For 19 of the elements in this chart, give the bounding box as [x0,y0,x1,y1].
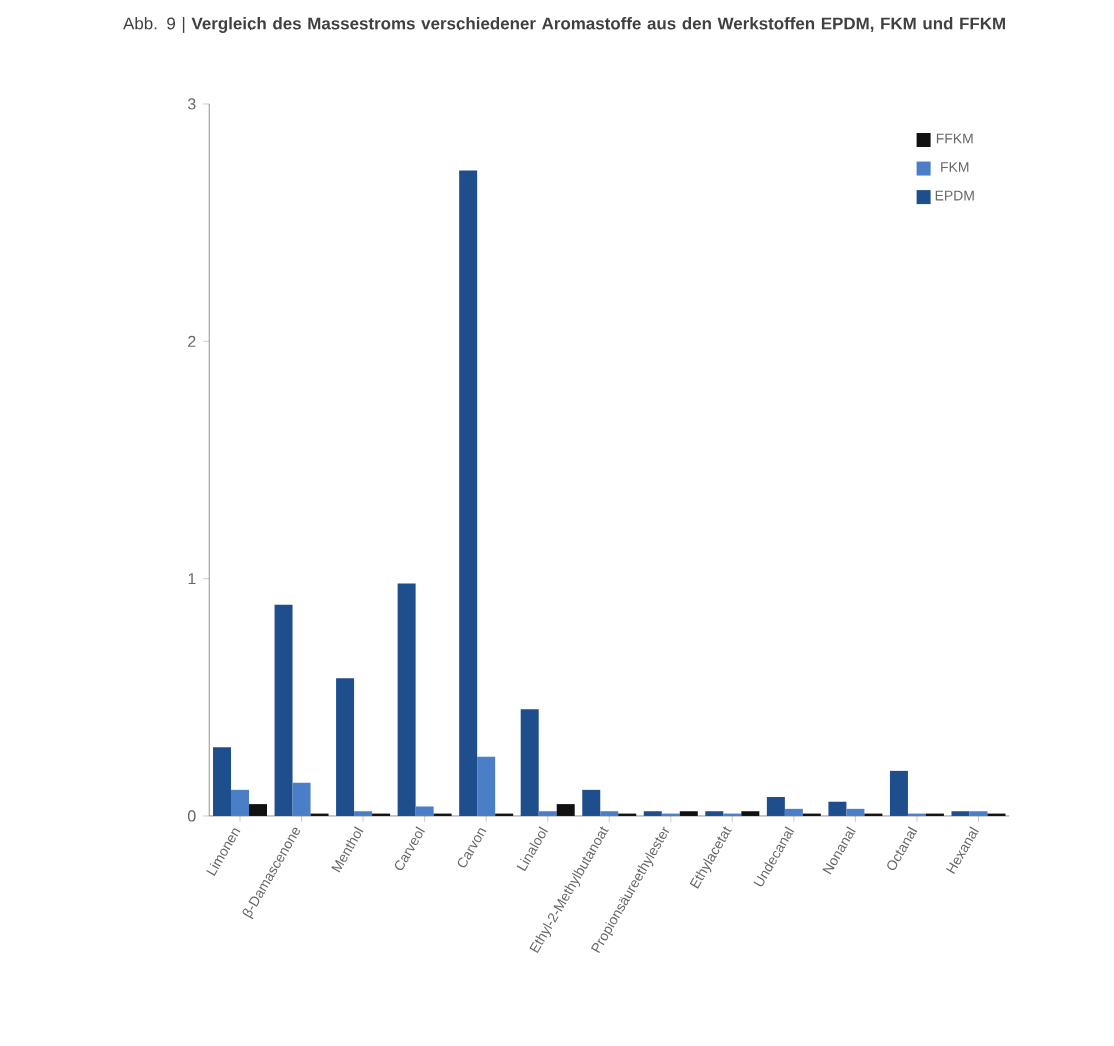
bar [784,808,803,816]
bar [766,796,785,816]
bar [292,782,311,816]
bar [846,808,865,816]
bar [477,756,496,816]
bar [249,804,268,816]
bar [415,806,434,816]
bar [459,170,478,816]
bar [274,604,293,816]
bar [828,801,847,816]
bar [397,583,416,816]
bar [336,678,355,816]
bar [889,770,908,816]
chart-title: Abb. 9 | Vergleich des Massestroms verschiedener Aromastoffe aus den Werkstoffen EPDM, FKM und FFKM [123,17,1005,33]
bar [556,804,575,816]
bar [213,747,232,816]
bar [520,709,539,816]
bar [231,789,250,816]
bar [582,789,601,816]
